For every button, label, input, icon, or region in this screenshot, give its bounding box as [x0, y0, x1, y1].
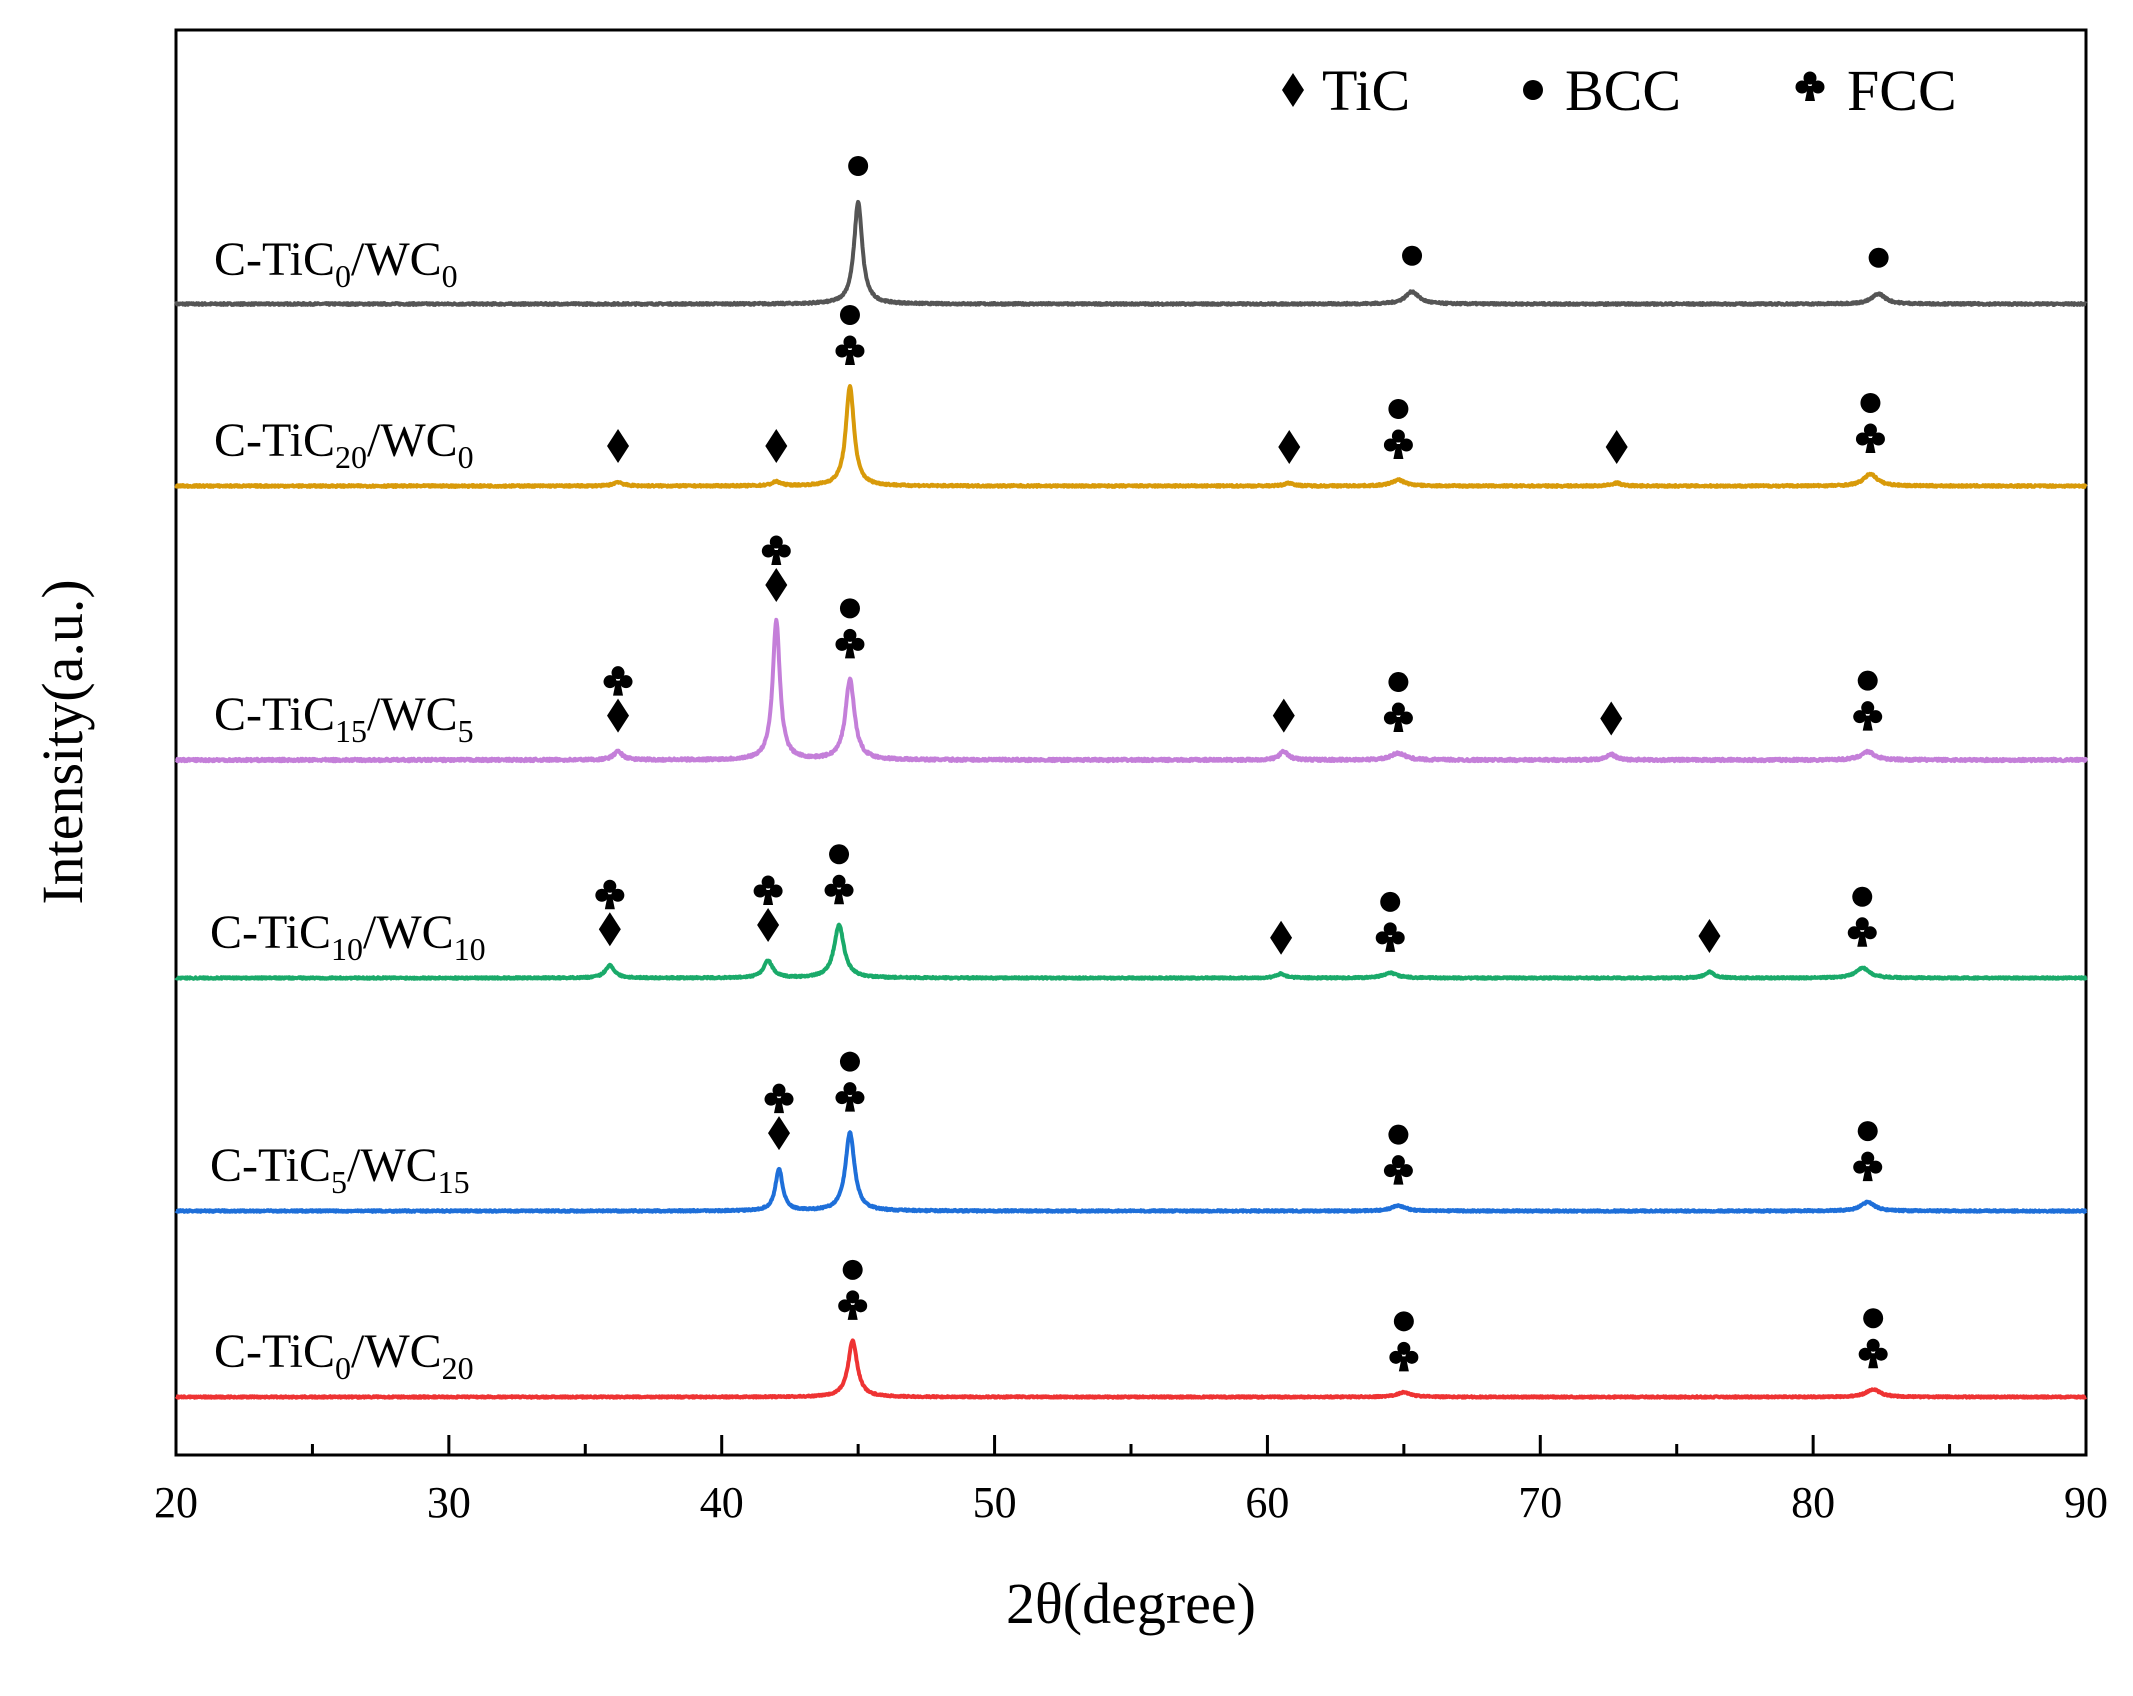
series-line	[174, 1130, 2088, 1214]
legend-label: BCC	[1565, 58, 1681, 123]
series-label: C-TiC5/WC15	[210, 1139, 470, 1200]
bcc-marker-icon	[842, 1259, 863, 1280]
bcc-marker-icon	[839, 598, 860, 619]
x-tick-label: 60	[1245, 1478, 1289, 1527]
fcc-marker-icon	[603, 666, 633, 696]
fcc-marker-icon	[1383, 702, 1413, 733]
series-line	[174, 617, 2088, 764]
x-tick-label: 40	[700, 1478, 744, 1527]
x-tick-label: 80	[1791, 1478, 1835, 1527]
x-ticks: 20 30 40 50 60 70 80 90	[154, 1435, 2108, 1527]
series-line	[174, 384, 2088, 489]
fcc-marker-icon	[1853, 701, 1883, 731]
fcc-marker-icon	[835, 1082, 865, 1112]
bcc-marker-icon	[1852, 886, 1873, 907]
x-tick-label: 90	[2064, 1478, 2108, 1527]
series-layer	[174, 199, 2088, 1400]
tic-marker-icon	[1270, 920, 1293, 955]
fcc-marker-icon	[835, 335, 865, 365]
bcc-marker-icon	[1388, 399, 1409, 419]
legend-label: TiC	[1322, 58, 1410, 123]
fcc-marker-icon	[764, 1083, 794, 1114]
bcc-marker-icon	[1857, 670, 1878, 691]
fcc-marker-icon	[761, 535, 791, 565]
fcc-marker-icon	[1383, 1155, 1413, 1185]
fcc-marker-icon	[595, 879, 625, 910]
x-tick-label: 20	[154, 1478, 198, 1527]
x-tick-label: 30	[427, 1478, 471, 1527]
fcc-marker-icon	[1858, 1338, 1888, 1369]
bcc-marker-icon	[1868, 247, 1889, 268]
tic-marker-icon	[1600, 701, 1623, 736]
bcc-marker-icon	[1380, 891, 1401, 912]
tic-marker-icon	[765, 429, 788, 463]
tic-marker-icon	[768, 1116, 791, 1151]
bcc-marker-icon	[1863, 1308, 1884, 1329]
legend: TiC BCC FCC	[1282, 58, 1957, 123]
fcc-marker-icon	[835, 628, 865, 659]
fcc-marker-icon	[1383, 429, 1413, 459]
tic-marker-icon	[765, 568, 788, 602]
tic-marker-icon	[598, 912, 621, 947]
series-label: C-TiC10/WC10	[210, 906, 486, 967]
fcc-marker-icon	[1389, 1341, 1419, 1372]
fcc-marker-icon	[753, 875, 783, 905]
series-label: C-TiC20/WC0	[214, 414, 474, 475]
peak-markers	[595, 156, 1889, 1372]
x-axis-title: 2θ(degree)	[1006, 1571, 1256, 1636]
tic-marker-icon	[1278, 430, 1301, 464]
fcc-marker-icon	[1795, 71, 1825, 101]
bcc-marker-icon	[829, 844, 850, 865]
bcc-marker-icon	[1402, 245, 1423, 266]
tic-marker-icon	[607, 698, 630, 733]
series-label: C-TiC0/WC0	[214, 233, 458, 294]
bcc-marker-icon	[1523, 80, 1543, 100]
bcc-marker-icon	[1857, 1121, 1878, 1142]
tic-marker-icon	[1605, 430, 1628, 464]
legend-label: FCC	[1847, 58, 1957, 123]
bcc-marker-icon	[1388, 672, 1409, 693]
series-line	[174, 922, 2088, 981]
series-line	[174, 1338, 2088, 1400]
bcc-marker-icon	[1393, 1311, 1414, 1332]
fcc-marker-icon	[1375, 922, 1405, 952]
tic-marker-icon	[607, 429, 630, 463]
fcc-marker-icon	[1855, 423, 1885, 453]
tic-marker-icon	[1698, 919, 1721, 954]
fcc-marker-icon	[1847, 917, 1877, 947]
y-axis-title: Intensity(a.u.)	[30, 579, 95, 904]
tic-marker-icon	[1272, 698, 1295, 733]
fcc-marker-icon	[1853, 1151, 1883, 1182]
x-tick-label: 70	[1518, 1478, 1562, 1527]
series-labels: C-TiC0/WC0 C-TiC20/WC0 C-TiC15/WC5 C-TiC10/…	[210, 233, 486, 1386]
bcc-marker-icon	[839, 1051, 860, 1072]
bcc-marker-icon	[1388, 1124, 1409, 1145]
bcc-marker-icon	[848, 156, 869, 176]
fcc-marker-icon	[824, 874, 854, 905]
bcc-marker-icon	[839, 305, 860, 325]
bcc-marker-icon	[1860, 393, 1881, 413]
tic-marker-icon	[1282, 73, 1304, 107]
fcc-marker-icon	[838, 1290, 868, 1320]
series-label: C-TiC0/WC20	[214, 1325, 474, 1386]
x-tick-label: 50	[973, 1478, 1017, 1527]
series-line	[174, 199, 2088, 307]
tic-marker-icon	[757, 908, 780, 942]
series-label: C-TiC15/WC5	[214, 688, 474, 749]
